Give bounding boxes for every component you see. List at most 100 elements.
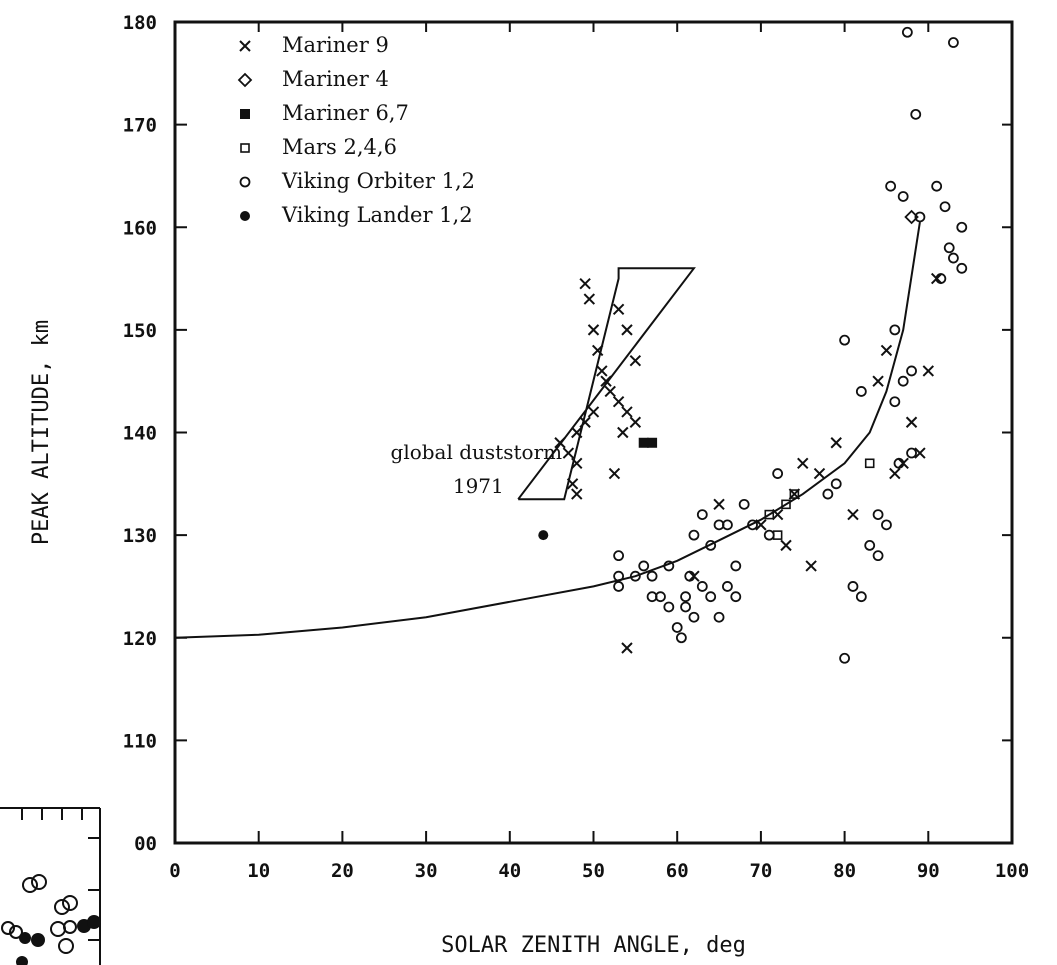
data-point-viking-orbiter-1-2 — [722, 581, 733, 592]
data-point-viking-orbiter-1-2 — [629, 570, 641, 582]
data-point-viking-orbiter-1-2 — [830, 478, 842, 490]
data-point-mariner-9 — [604, 385, 616, 398]
data-point-mariner-9 — [608, 467, 621, 480]
data-point-viking-orbiter-1-2 — [646, 570, 658, 582]
data-point-viking-orbiter-1-2 — [889, 324, 901, 336]
data-point-viking-orbiter-1-2 — [893, 457, 905, 469]
data-point-mariner-9 — [905, 416, 918, 428]
inset-filled-circle — [87, 915, 101, 929]
data-point-viking-orbiter-1-2 — [897, 191, 909, 202]
data-point-mars-2-4-6 — [781, 499, 791, 510]
data-point-mariner-9 — [621, 406, 633, 418]
data-point-mariner-9 — [579, 416, 591, 428]
fit-curve — [174, 221, 921, 639]
data-point-mariner-9 — [571, 457, 583, 469]
data-point-viking-orbiter-1-2 — [885, 180, 897, 192]
y-tick-label: 160 — [123, 217, 157, 239]
legend-marker — [239, 176, 251, 188]
data-point-mariner-9 — [612, 396, 625, 408]
data-point-mariner-9 — [571, 488, 583, 500]
data-point-mariner-6-7 — [638, 437, 649, 448]
annotation-line-2: 1971 — [453, 474, 504, 498]
legend: Mariner 9 Mariner 4 Mariner 6,7 Mars 2,4,6 V… — [237, 33, 475, 227]
data-point-mariner-9 — [771, 508, 784, 521]
data-point-mariner-9 — [713, 498, 725, 511]
annotation-line-1: global duststorm — [391, 440, 563, 464]
y-tick-label: 120 — [123, 628, 157, 650]
data-point-viking-orbiter-1-2 — [935, 273, 947, 284]
data-point-viking-orbiter-1-2 — [613, 550, 625, 562]
data-point-viking-orbiter-1-2 — [906, 447, 917, 459]
data-point-viking-orbiter-1-2 — [956, 221, 968, 233]
data-point-viking-orbiter-1-2 — [847, 581, 859, 592]
x-axis-ticks: 0 10 20 30 40 50 60 70 80 90 100 — [169, 22, 1029, 882]
data-point-viking-orbiter-1-2 — [948, 37, 959, 48]
data-markers — [538, 26, 968, 664]
data-point-viking-orbiter-1-2 — [763, 529, 775, 541]
data-point-viking-orbiter-1-2 — [730, 591, 742, 603]
x-tick-label: 40 — [498, 860, 521, 882]
data-point-mariner-9 — [830, 437, 842, 449]
data-point-mariner-9 — [566, 478, 579, 490]
data-point-mariner-9 — [889, 467, 901, 480]
data-point-viking-orbiter-1-2 — [663, 560, 675, 572]
y-axis-ticks: 00 110 120 130 140 150 160 170 180 — [123, 12, 1012, 855]
inset-open-circle — [50, 921, 66, 937]
y-tick-label: 130 — [123, 525, 157, 547]
x-tick-label: 30 — [415, 860, 438, 882]
data-point-mariner-9 — [583, 293, 596, 305]
data-point-mariner-9 — [600, 375, 612, 387]
data-point-mariner-9 — [880, 344, 893, 357]
data-point-viking-orbiter-1-2 — [680, 601, 691, 613]
data-point-viking-orbiter-1-2 — [872, 550, 884, 562]
y-axis-title: PEAK ALTITUDE, km — [29, 320, 54, 545]
data-point-viking-orbiter-1-2 — [939, 201, 951, 213]
inset-plot-fragment — [0, 807, 101, 965]
data-point-viking-orbiter-1-2 — [613, 570, 625, 582]
legend-label: Mariner 6,7 — [282, 101, 409, 125]
legend-marker — [240, 143, 250, 153]
data-point-viking-orbiter-1-2 — [705, 539, 717, 551]
data-point-viking-orbiter-1-2 — [696, 581, 708, 592]
data-point-mariner-9 — [621, 642, 633, 654]
legend-label: Mariner 4 — [282, 67, 389, 91]
data-point-mariner-9 — [813, 467, 826, 480]
data-point-mariner-9 — [587, 406, 600, 418]
data-point-viking-orbiter-1-2 — [688, 529, 700, 541]
data-point-viking-orbiter-1-2 — [931, 180, 943, 192]
data-point-viking-orbiter-1-2 — [696, 509, 708, 520]
inset-open-circle — [9, 925, 23, 939]
data-point-viking-orbiter-1-2 — [943, 242, 955, 254]
duststorm-box — [517, 267, 696, 501]
data-point-viking-orbiter-1-2 — [881, 519, 892, 531]
x-axis-title: SOLAR ZENITH ANGLE, deg — [441, 933, 746, 958]
data-point-viking-orbiter-1-2 — [738, 498, 750, 510]
x-tick-label: 0 — [169, 860, 180, 882]
data-point-mariner-9 — [621, 324, 633, 336]
data-point-viking-orbiter-1-2 — [855, 591, 867, 603]
data-point-mars-2-4-6 — [772, 530, 783, 540]
data-point-viking-orbiter-1-2 — [906, 365, 917, 377]
data-point-viking-orbiter-1-2 — [897, 375, 909, 387]
inset-filled-circle — [31, 933, 45, 947]
data-point-mariner-9 — [629, 416, 642, 428]
data-point-viking-orbiter-1-2 — [684, 570, 696, 582]
x-tick-label: 90 — [917, 860, 940, 882]
data-point-viking-orbiter-1-2 — [839, 334, 850, 346]
data-point-viking-orbiter-1-2 — [901, 26, 913, 38]
data-point-viking-orbiter-1-2 — [613, 581, 625, 592]
x-tick-label: 10 — [247, 860, 270, 882]
y-tick-label: 150 — [123, 320, 157, 342]
data-point-mariner-9 — [562, 447, 575, 459]
data-point-viking-orbiter-1-2 — [872, 509, 884, 520]
data-point-mariner-9 — [571, 426, 583, 439]
x-tick-label: 60 — [666, 860, 689, 882]
data-point-mariner-9 — [755, 519, 767, 531]
data-point-mariner-9 — [797, 457, 809, 469]
data-point-mariner-9 — [596, 365, 608, 377]
data-point-mariner-9 — [629, 354, 642, 367]
legend-marker — [239, 40, 251, 52]
inset-open-circle — [54, 899, 70, 915]
legend-marker — [240, 211, 250, 221]
legend-label: Viking Lander 1,2 — [281, 203, 473, 227]
